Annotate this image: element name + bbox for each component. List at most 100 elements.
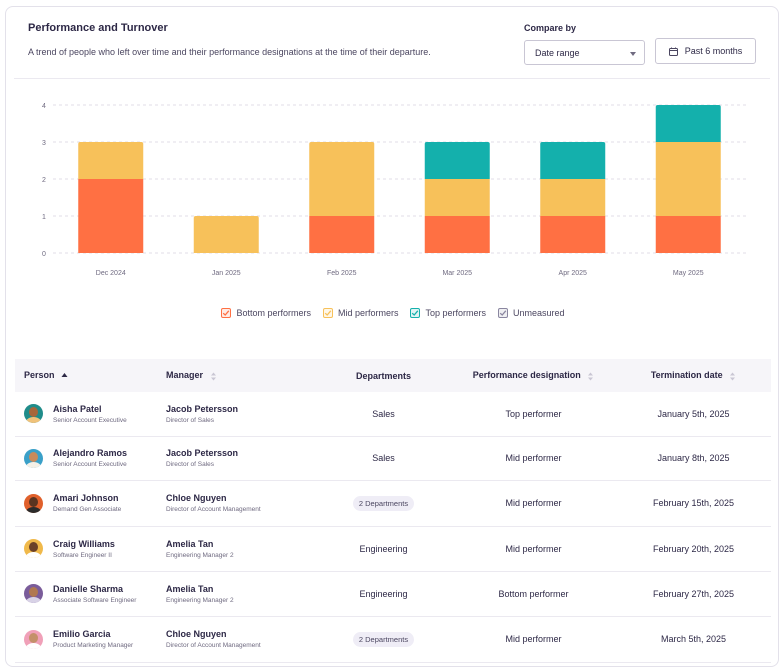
- designation-cell: Mid performer: [451, 480, 616, 526]
- person-name[interactable]: Emilio Garcia: [53, 629, 133, 639]
- person-name[interactable]: Amari Johnson: [53, 493, 121, 503]
- avatar: [24, 449, 43, 468]
- bar-segment-mid[interactable]: [194, 216, 259, 253]
- table-header-row: Person Manager Departments Performance d…: [15, 359, 771, 392]
- table-row[interactable]: Alejandro Ramos Senior Account Executive…: [15, 436, 771, 480]
- person-name[interactable]: Craig Williams: [53, 539, 115, 549]
- avatar: [24, 630, 43, 649]
- y-tick-label: 3: [42, 140, 46, 147]
- legend-item-unmeasured[interactable]: Unmeasured: [498, 308, 565, 318]
- bar-segment-top[interactable]: [540, 142, 605, 179]
- departments-cell: Sales: [316, 436, 451, 480]
- person-title: Senior Account Executive: [53, 461, 127, 468]
- designation-cell: Mid performer: [451, 526, 616, 571]
- col-designation-label: Performance designation: [473, 370, 581, 380]
- col-designation[interactable]: Performance designation: [451, 359, 616, 392]
- bar-segment-bottom[interactable]: [78, 179, 143, 253]
- turnover-table: Person Manager Departments Performance d…: [15, 359, 771, 663]
- designation-cell: Mid performer: [451, 436, 616, 480]
- checkbox-icon[interactable]: [221, 308, 231, 318]
- manager-title: Director of Account Management: [166, 506, 316, 513]
- x-tick-label: Mar 2025: [442, 270, 472, 277]
- table-row[interactable]: Emilio Garcia Product Marketing Manager …: [15, 616, 771, 662]
- col-termination[interactable]: Termination date: [616, 359, 771, 392]
- bar-segment-mid[interactable]: [540, 179, 605, 216]
- table-row[interactable]: Aisha Patel Senior Account Executive Jac…: [15, 392, 771, 436]
- person-title: Demand Gen Associate: [53, 506, 121, 513]
- designation-cell: Bottom performer: [451, 571, 616, 616]
- checkbox-icon[interactable]: [323, 308, 333, 318]
- avatar: [24, 494, 43, 513]
- designation-cell: Top performer: [451, 392, 616, 436]
- manager-cell: Jacob Petersson Director of Sales: [166, 392, 316, 436]
- manager-cell: Chloe Nguyen Director of Account Managem…: [166, 480, 316, 526]
- col-person[interactable]: Person: [15, 359, 166, 392]
- sort-icon: [587, 372, 594, 381]
- bar-segment-top[interactable]: [425, 142, 490, 179]
- legend-label: Mid performers: [338, 308, 399, 318]
- termination-date-cell: March 5th, 2025: [616, 616, 771, 662]
- bar-segment-bottom[interactable]: [540, 216, 605, 253]
- manager-cell: Amelia Tan Engineering Manager 2: [166, 526, 316, 571]
- departments-pill[interactable]: 2 Departments: [353, 496, 414, 511]
- legend-item-top[interactable]: Top performers: [410, 308, 486, 318]
- manager-name[interactable]: Amelia Tan: [166, 539, 316, 549]
- checkbox-icon[interactable]: [410, 308, 420, 318]
- table-row[interactable]: Amari Johnson Demand Gen Associate Chloe…: [15, 480, 771, 526]
- departments-cell: 2 Departments: [316, 480, 451, 526]
- col-manager-label: Manager: [166, 370, 203, 380]
- sort-icon: [729, 372, 736, 381]
- departments-cell: Sales: [316, 392, 451, 436]
- person-cell: Alejandro Ramos Senior Account Executive: [15, 436, 166, 480]
- manager-name[interactable]: Jacob Petersson: [166, 404, 316, 414]
- chart-legend: Bottom performers Mid performers Top per…: [6, 308, 780, 318]
- y-tick-label: 1: [42, 214, 46, 221]
- designation-cell: Mid performer: [451, 616, 616, 662]
- bar-segment-bottom[interactable]: [656, 216, 721, 253]
- legend-label: Bottom performers: [236, 308, 311, 318]
- departments-value: Engineering: [359, 544, 407, 554]
- col-manager[interactable]: Manager: [166, 359, 316, 392]
- person-cell: Danielle Sharma Associate Software Engin…: [15, 571, 166, 616]
- turnover-bar-chart: 01234Dec 2024 Jan 2025 Feb 2025 Mar 2025 Apr…: [6, 7, 780, 307]
- manager-name[interactable]: Chloe Nguyen: [166, 629, 316, 639]
- legend-item-bottom[interactable]: Bottom performers: [221, 308, 311, 318]
- table-row[interactable]: Danielle Sharma Associate Software Engin…: [15, 571, 771, 616]
- x-tick-label: Dec 2024: [96, 270, 126, 277]
- person-name[interactable]: Danielle Sharma: [53, 584, 136, 594]
- checkbox-icon[interactable]: [498, 308, 508, 318]
- avatar: [24, 404, 43, 423]
- table-row[interactable]: Craig Williams Software Engineer II Amel…: [15, 526, 771, 571]
- col-departments-label: Departments: [356, 371, 411, 381]
- departments-cell: Engineering: [316, 526, 451, 571]
- manager-title: Director of Sales: [166, 461, 316, 468]
- bar-segment-top[interactable]: [656, 105, 721, 142]
- bar-segment-mid[interactable]: [425, 179, 490, 216]
- termination-date-cell: February 20th, 2025: [616, 526, 771, 571]
- bar-segment-mid[interactable]: [78, 142, 143, 179]
- bar-segment-bottom[interactable]: [309, 216, 374, 253]
- person-name[interactable]: Alejandro Ramos: [53, 448, 127, 458]
- performance-turnover-card: Performance and Turnover A trend of peop…: [5, 6, 779, 667]
- legend-item-mid[interactable]: Mid performers: [323, 308, 399, 318]
- x-tick-label: May 2025: [673, 270, 704, 277]
- bar-segment-mid[interactable]: [656, 142, 721, 216]
- termination-date-cell: January 5th, 2025: [616, 392, 771, 436]
- manager-title: Engineering Manager 2: [166, 552, 316, 559]
- departments-pill[interactable]: 2 Departments: [353, 632, 414, 647]
- col-departments: Departments: [316, 359, 451, 392]
- col-termination-label: Termination date: [651, 370, 723, 380]
- manager-cell: Jacob Petersson Director of Sales: [166, 436, 316, 480]
- y-tick-label: 0: [42, 251, 46, 258]
- person-cell: Amari Johnson Demand Gen Associate: [15, 480, 166, 526]
- manager-name[interactable]: Chloe Nguyen: [166, 493, 316, 503]
- bar-segment-bottom[interactable]: [425, 216, 490, 253]
- bar-segment-mid[interactable]: [309, 142, 374, 216]
- x-tick-label: Feb 2025: [327, 270, 357, 277]
- termination-date-cell: January 8th, 2025: [616, 436, 771, 480]
- avatar: [24, 584, 43, 603]
- manager-name[interactable]: Amelia Tan: [166, 584, 316, 594]
- manager-name[interactable]: Jacob Petersson: [166, 448, 316, 458]
- person-name[interactable]: Aisha Patel: [53, 404, 127, 414]
- manager-title: Director of Account Management: [166, 642, 316, 649]
